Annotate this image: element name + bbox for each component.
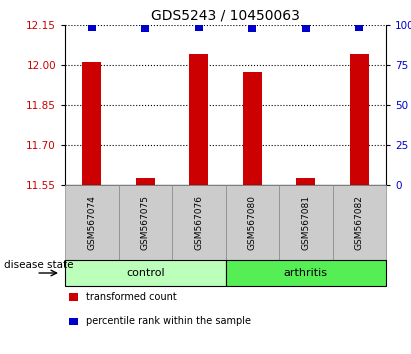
Point — [356, 24, 363, 29]
Text: GSM567076: GSM567076 — [194, 195, 203, 250]
Text: arthritis: arthritis — [284, 268, 328, 278]
Bar — [243, 72, 262, 185]
Point — [88, 24, 95, 29]
Text: GSM567074: GSM567074 — [87, 195, 96, 250]
Point — [196, 24, 202, 29]
Text: disease state: disease state — [4, 260, 74, 270]
Text: GSM567080: GSM567080 — [248, 195, 257, 250]
Point — [249, 25, 256, 31]
Text: control: control — [126, 268, 164, 278]
Bar — [350, 54, 369, 185]
Text: GSM567082: GSM567082 — [355, 195, 364, 250]
Bar — [82, 62, 101, 185]
Text: transformed count: transformed count — [85, 292, 176, 302]
Bar — [189, 54, 208, 185]
Text: GSM567075: GSM567075 — [141, 195, 150, 250]
Point — [302, 25, 309, 31]
Bar — [296, 178, 315, 185]
Title: GDS5243 / 10450063: GDS5243 / 10450063 — [151, 8, 300, 22]
Point — [142, 25, 148, 31]
Bar — [136, 178, 155, 185]
Text: percentile rank within the sample: percentile rank within the sample — [85, 316, 251, 326]
Text: GSM567081: GSM567081 — [301, 195, 310, 250]
